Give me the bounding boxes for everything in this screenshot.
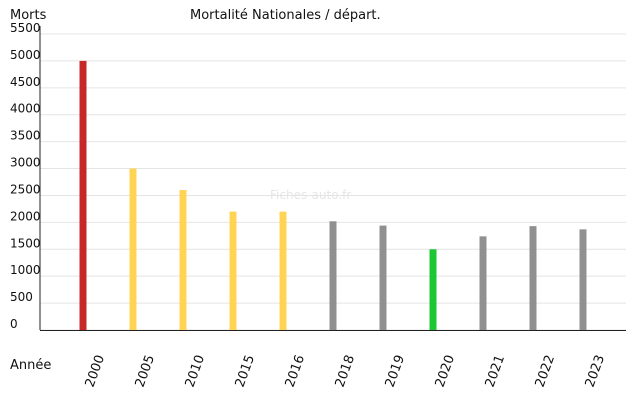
y-tick-label: 2500 [10,182,41,196]
bar [479,236,487,330]
x-tick-label: 2023 [583,353,608,389]
bar [529,226,537,330]
y-axis-title: Morts [10,8,47,23]
x-tick-label: 2022 [533,353,558,389]
bar [579,229,587,330]
y-tick-label: 4000 [10,102,41,116]
y-tick-label: 1500 [10,236,41,250]
bar [79,60,87,331]
x-tick-label: 2005 [133,353,158,389]
y-tick-label: 2000 [10,209,41,223]
x-tick-label: 2018 [333,353,358,389]
x-tick-label: 2020 [433,353,458,389]
y-tick-label: 5500 [10,21,41,35]
y-tick-label: 3500 [10,129,41,143]
bar [429,249,437,330]
y-tick-label: 1000 [10,263,41,277]
x-tick-label: 2010 [183,353,208,389]
x-tick-label: 2016 [283,353,308,389]
bar [379,225,387,330]
chart-title: Mortalité Nationales / départ. [190,8,381,23]
y-tick-label: 3000 [10,156,41,170]
y-tick-label: 0 [10,317,18,331]
x-tick-label: 2021 [483,353,508,389]
x-axis-title: Année [10,358,52,373]
bar [179,190,187,330]
x-tick-label: 2019 [383,353,408,389]
x-tick-label: 2000 [83,353,108,389]
bar [329,221,337,330]
y-tick-label: 4500 [10,75,41,89]
y-tick-label: 5000 [10,48,41,62]
bar [279,211,287,330]
bar [229,211,237,330]
y-tick-label: 500 [10,290,33,304]
bar [129,168,137,330]
x-tick-label: 2015 [233,353,258,389]
